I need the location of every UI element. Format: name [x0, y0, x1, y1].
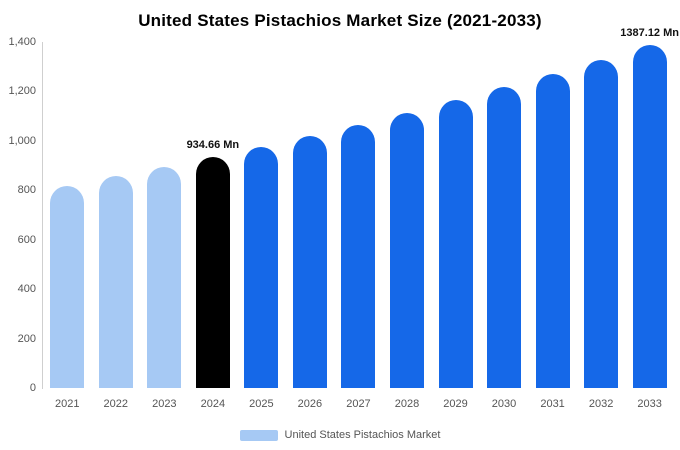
y-axis: 0 200 400 600 800 1,000 1,200 1,400 [0, 36, 38, 394]
bar-2033 [632, 45, 667, 388]
bar-slot-2027: 2027 [334, 42, 382, 410]
y-axis-label: 200 [17, 332, 36, 345]
y-axis-label: 800 [17, 184, 36, 197]
legend[interactable]: United States Pistachios Market [0, 426, 680, 444]
x-axis-label-2023: 2023 [152, 398, 177, 410]
bar-slot-2033: 2033 1387.12 Mn [620, 27, 679, 410]
bar-slot-2028: 2028 [383, 42, 431, 410]
bar-2025 [244, 146, 279, 388]
bar-2023 [147, 166, 182, 388]
bar-slot-2023: 2023 [140, 42, 188, 410]
bar-2032 [584, 59, 619, 388]
y-axis-label: 1,200 [8, 85, 36, 98]
y-axis-label: 600 [17, 233, 36, 246]
y-axis-label: 0 [29, 382, 36, 394]
x-axis-label-2032: 2032 [588, 398, 614, 410]
bar-2026 [292, 135, 327, 388]
x-axis-label-2029: 2029 [443, 398, 468, 410]
value-label-2033: 1387.12 Mn [620, 27, 679, 40]
bar-slot-2026: 2026 [286, 42, 334, 410]
legend-label: United States Pistachios Market [284, 429, 441, 441]
x-axis-label-2027: 2027 [346, 398, 371, 410]
y-axis-label: 400 [17, 283, 36, 296]
x-axis-label-2026: 2026 [297, 398, 323, 410]
bar-slot-2021: 2021 [43, 42, 91, 410]
x-axis-label-2025: 2025 [249, 398, 274, 410]
plot-area: 2021 2022 2023 2024 934.66 Mn 2025 2026 2027 202… [43, 27, 679, 410]
y-axis-line [42, 42, 43, 389]
bar-2030 [487, 87, 522, 388]
x-axis-label-2031: 2031 [540, 398, 565, 410]
y-axis-label: 1,400 [8, 36, 36, 48]
bar-slot-2022: 2022 [92, 42, 140, 410]
y-axis-label: 1,000 [8, 134, 36, 147]
chart-title: United States Pistachios Market Size (20… [138, 11, 542, 30]
bar-slot-2025: 2025 [237, 42, 285, 410]
bar-2031 [535, 73, 570, 388]
legend-swatch [239, 429, 278, 441]
x-axis-label-2024: 2024 [200, 398, 226, 410]
x-axis-label-2022: 2022 [103, 398, 129, 410]
x-axis-label-2021: 2021 [55, 398, 80, 410]
bar-slot-2029: 2029 [432, 42, 480, 410]
x-axis-label-2033: 2033 [637, 398, 662, 410]
bar-2024 [195, 157, 230, 388]
bar-2027 [341, 124, 376, 388]
bar-2028 [389, 112, 424, 388]
bar-slot-2032: 2032 [577, 42, 625, 410]
bar-slot-2031: 2031 [529, 42, 577, 410]
value-label-2024: 934.66 Mn [186, 139, 240, 152]
bar-2029 [438, 100, 473, 388]
x-axis-label-2028: 2028 [394, 398, 420, 410]
bar-slot-2024: 2024 934.66 Mn [186, 42, 240, 410]
bar-2022 [98, 176, 133, 388]
x-axis-label-2030: 2030 [491, 398, 517, 410]
bar-slot-2030: 2030 [480, 42, 528, 410]
bar-2021 [50, 185, 85, 388]
